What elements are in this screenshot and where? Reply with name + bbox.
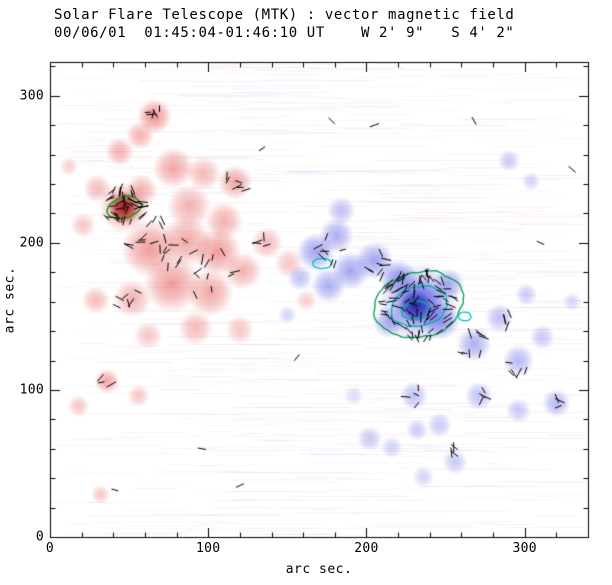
y-tick-label: 200: [19, 235, 44, 251]
x-tick-label: 200: [354, 541, 379, 556]
y-tick-label: 100: [19, 382, 44, 398]
y-axis-label: arc sec.: [2, 266, 18, 334]
x-axis-label: arc sec.: [285, 562, 353, 577]
figure-title: Solar Flare Telescope (MTK) : vector mag…: [54, 7, 515, 23]
y-tick-label: 0: [35, 529, 44, 545]
x-tick-label: 100: [196, 541, 221, 556]
x-tick-label: 300: [512, 541, 537, 556]
y-tick-label: 300: [19, 88, 44, 104]
figure-subtitle: 00/06/01 01:45:04-01:46:10 UT W 2' 9" S …: [54, 25, 515, 41]
x-tick-label: 0: [45, 541, 55, 556]
